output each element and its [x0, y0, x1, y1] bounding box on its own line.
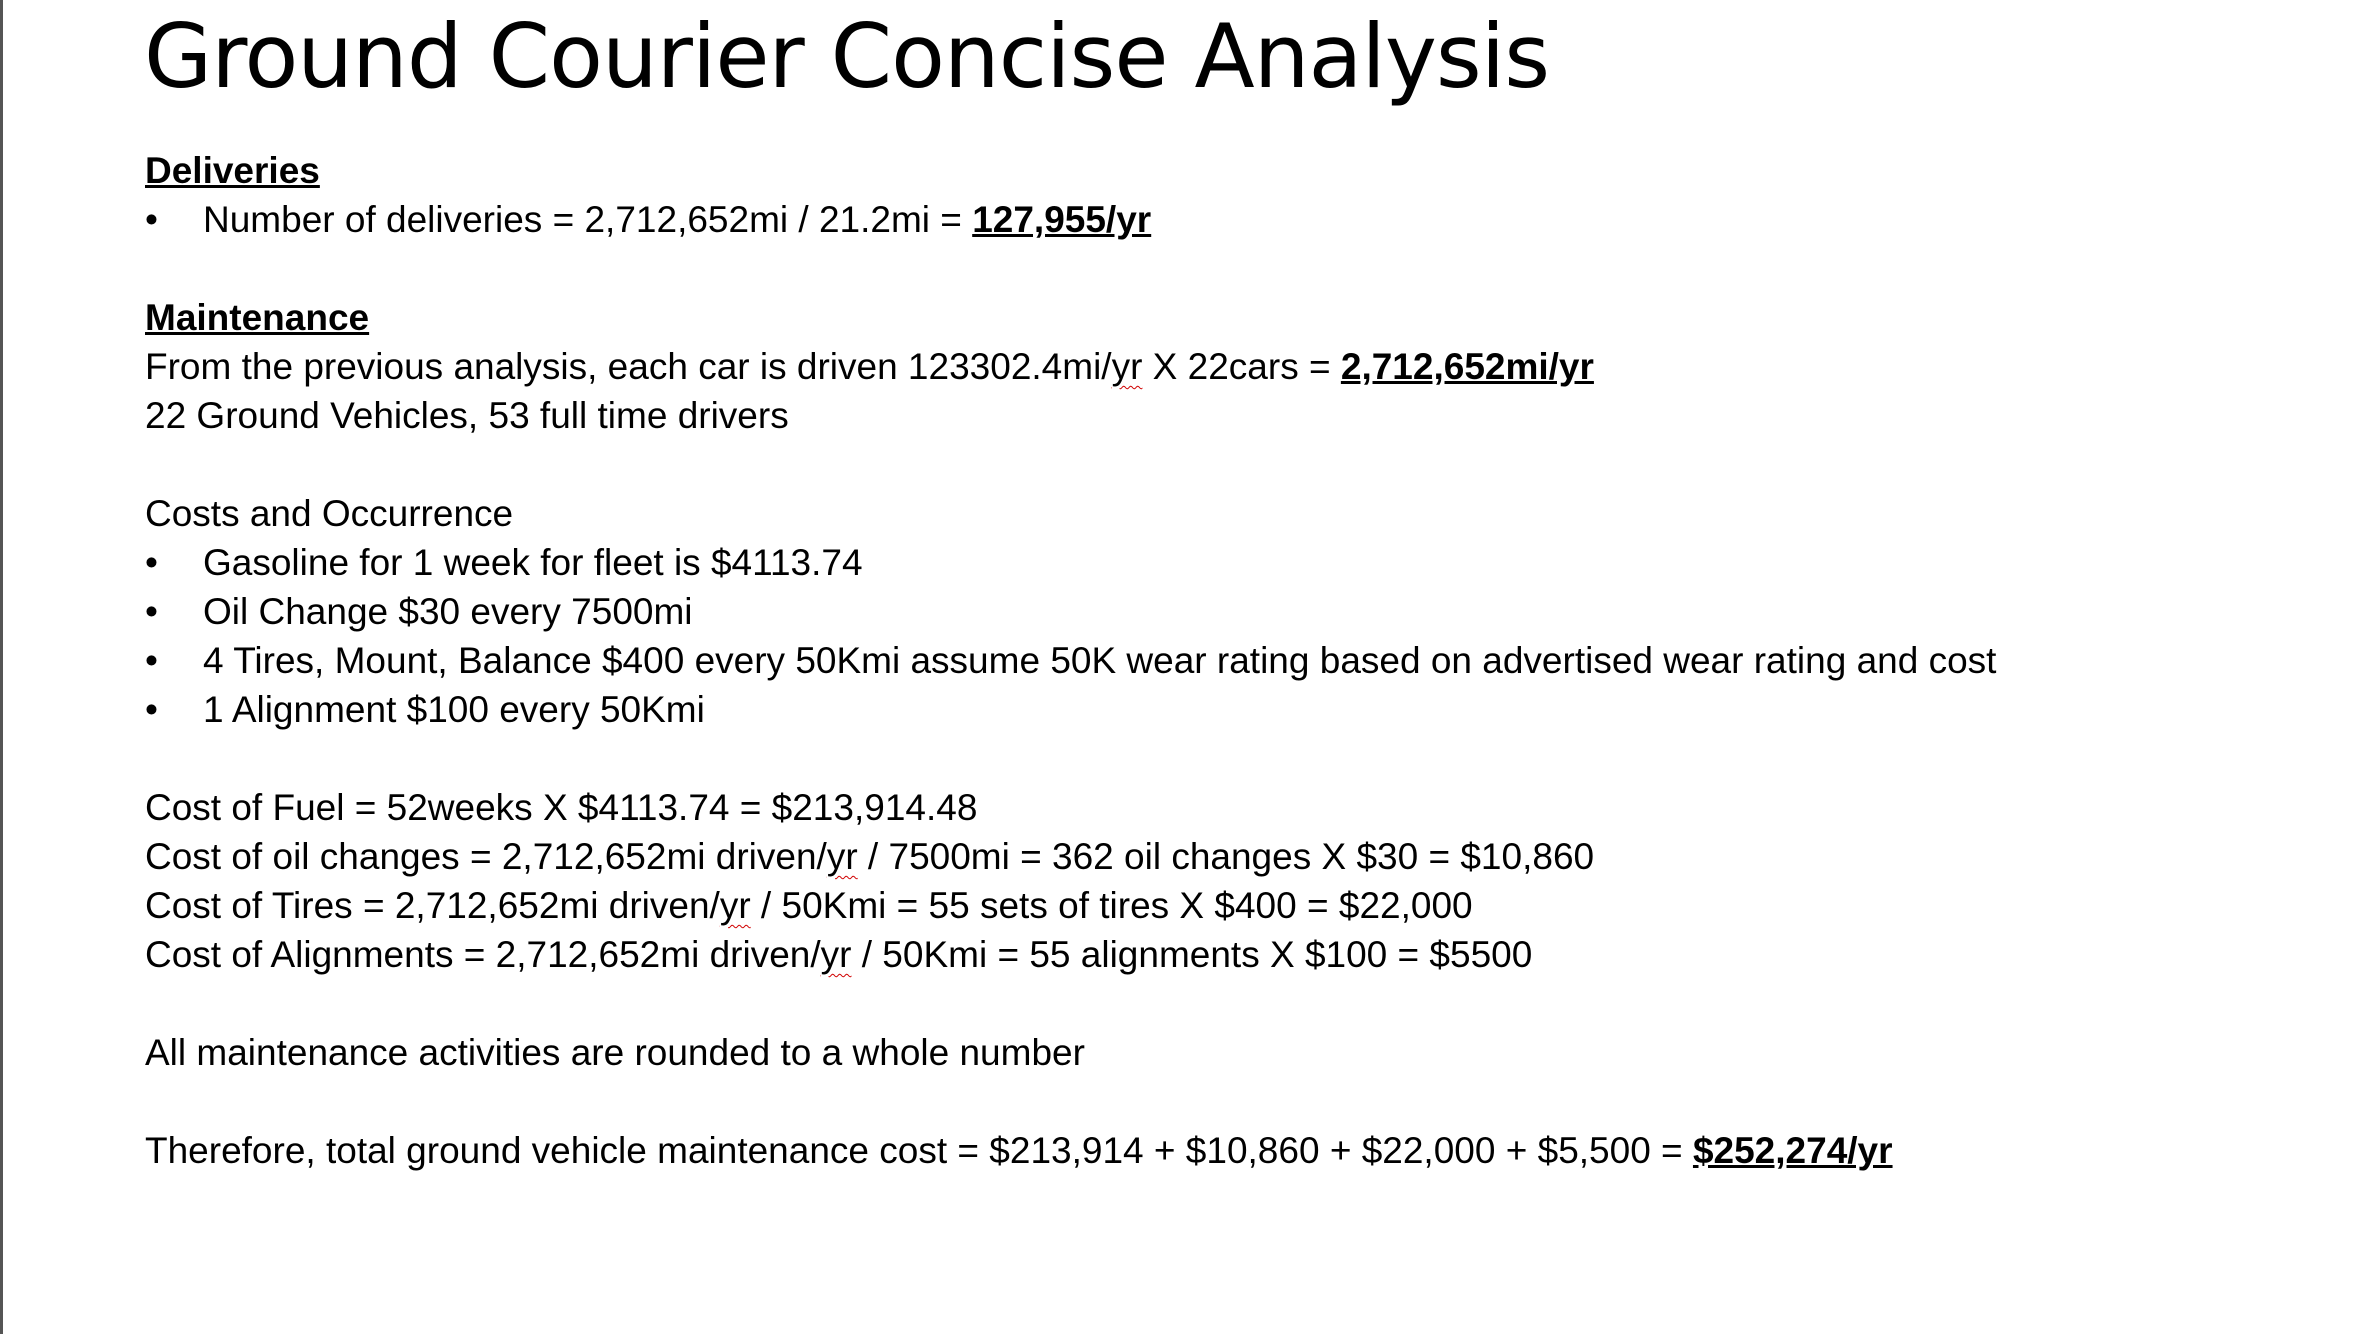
spellcheck-word-yr: yr	[1111, 346, 1143, 387]
tires-cost-line: Cost of Tires = 2,712,652mi driven/yr / …	[145, 881, 2295, 930]
deliveries-section-heading: Deliveries	[145, 146, 2295, 195]
bullet-dot-icon: •	[145, 542, 158, 583]
fuel-cost-line: Cost of Fuel = 52weeks X $4113.74 = $213…	[145, 787, 978, 828]
bullet-dot-icon: •	[145, 591, 158, 632]
total-cost-formula: Therefore, total ground vehicle maintena…	[145, 1130, 1693, 1171]
bullet-dot-icon: •	[145, 689, 158, 730]
maintenance-mileage-line: From the previous analysis, each car is …	[145, 342, 2295, 391]
alignment-cost-line: Cost of Alignments = 2,712,652mi driven/…	[145, 930, 2295, 979]
spacer	[145, 244, 2295, 293]
maintenance-mileage-prefix: From the previous analysis, each car is …	[145, 346, 1112, 387]
oil-cost-prefix: Cost of oil changes = 2,712,652mi driven…	[145, 836, 827, 877]
slide-body: Deliveries • Number of deliveries = 2,71…	[145, 146, 2295, 1175]
deliveries-result: 127,955/yr	[972, 199, 1152, 240]
cost-item: • Oil Change $30 every 7500mi	[145, 587, 2295, 636]
costs-heading: Costs and Occurrence	[145, 493, 514, 534]
total-cost-line: Therefore, total ground vehicle maintena…	[145, 1126, 2295, 1175]
spacer	[145, 734, 2295, 783]
cost-item: • Gasoline for 1 week for fleet is $4113…	[145, 538, 2295, 587]
deliveries-heading: Deliveries	[145, 150, 320, 191]
tires-cost-prefix: Cost of Tires = 2,712,652mi driven/	[145, 885, 720, 926]
alignment-cost-prefix: Cost of Alignments = 2,712,652mi driven/	[145, 934, 821, 975]
spellcheck-word-yr: yr	[826, 836, 858, 877]
maintenance-section-heading: Maintenance	[145, 293, 2295, 342]
fleet-summary-line: 22 Ground Vehicles, 53 full time drivers	[145, 395, 789, 436]
spacer	[145, 1077, 2295, 1126]
tires-cost-suffix: / 50Kmi = 55 sets of tires X $400 = $22,…	[750, 885, 1473, 926]
maintenance-heading: Maintenance	[145, 297, 370, 338]
deliveries-formula: Number of deliveries = 2,712,652mi / 21.…	[203, 199, 973, 240]
alignment-cost-suffix: / 50Kmi = 55 alignments X $100 = $5500	[851, 934, 1533, 975]
cost-item-text: Oil Change $30 every 7500mi	[203, 591, 693, 632]
oil-cost-suffix: / 7500mi = 362 oil changes X $30 = $10,8…	[857, 836, 1595, 877]
spellcheck-word-yr: yr	[820, 934, 852, 975]
bullet-dot-icon: •	[145, 640, 158, 681]
cost-item-text: 1 Alignment $100 every 50Kmi	[203, 689, 705, 730]
spacer	[145, 979, 2295, 1028]
oil-cost-line: Cost of oil changes = 2,712,652mi driven…	[145, 832, 2295, 881]
slide-left-border	[0, 0, 3, 1334]
cost-item-text: 4 Tires, Mount, Balance $400 every 50Kmi…	[203, 640, 1997, 681]
rounding-note: All maintenance activities are rounded t…	[145, 1032, 1085, 1073]
spacer	[145, 440, 2295, 489]
slide-title: Ground Courier Concise Analysis	[144, 5, 1550, 108]
total-cost-result: $252,274/yr	[1692, 1130, 1893, 1171]
maintenance-mileage-mid: X 22cars =	[1142, 346, 1341, 387]
bullet-dot-icon: •	[145, 199, 158, 240]
cost-item: • 4 Tires, Mount, Balance $400 every 50K…	[145, 636, 2295, 685]
spellcheck-word-yr: yr	[719, 885, 751, 926]
cost-item: • 1 Alignment $100 every 50Kmi	[145, 685, 2295, 734]
cost-item-text: Gasoline for 1 week for fleet is $4113.7…	[203, 542, 863, 583]
maintenance-mileage-result: 2,712,652mi/yr	[1340, 346, 1594, 387]
deliveries-bullet: • Number of deliveries = 2,712,652mi / 2…	[145, 195, 2295, 244]
